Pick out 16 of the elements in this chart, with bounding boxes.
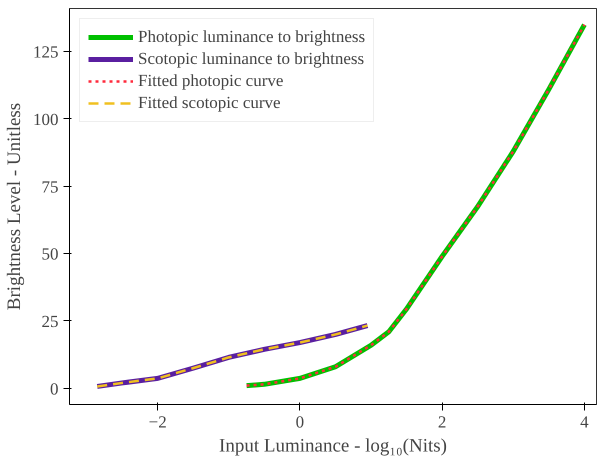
legend-label: Fitted photopic curve: [138, 71, 284, 91]
legend-label: Photopic luminance to brightness: [138, 27, 366, 47]
x-tick-label: −2: [148, 412, 167, 432]
y-tick-label: 100: [33, 110, 58, 129]
y-axis-title: Brightness Level - Unitless: [4, 102, 25, 310]
x-tick-label: 4: [580, 412, 590, 432]
y-tick-label: 125: [33, 42, 58, 62]
legend-label: Fitted scotopic curve: [138, 93, 281, 113]
y-tick-label: 25: [42, 312, 58, 331]
x-axis-title: Input Luminance - log₁₀(Nits): [219, 436, 447, 456]
y-tick-label: 50: [42, 244, 58, 264]
y-tick-label: 0: [50, 379, 58, 398]
legend-label: Scotopic luminance to brightness: [138, 49, 364, 69]
y-tick-label: 75: [42, 177, 58, 196]
x-tick-label: 0: [296, 412, 304, 432]
x-tick-label: 2: [438, 412, 446, 432]
